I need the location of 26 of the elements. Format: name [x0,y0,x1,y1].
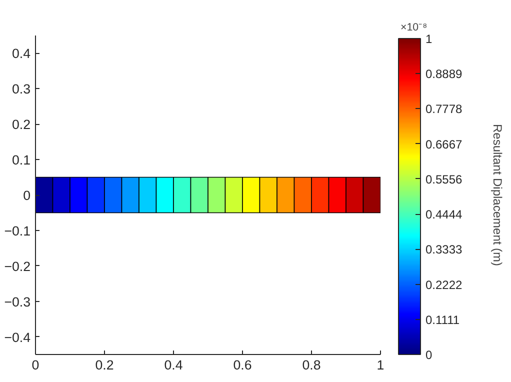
y-tick-label: 0.4 [12,46,32,62]
text: ×10⁻⁸ [400,22,428,34]
color-bar-label: 0.7778 [426,102,463,116]
color-bar-label: 0.8889 [426,67,463,82]
y-tick-label: −0.1 [4,223,30,238]
color-bar-label: 0.2222 [426,278,463,292]
color-bar-label: 0.3333 [426,242,463,257]
x-tick-label: 0.2 [95,358,114,372]
color-bar-label: 0.6667 [426,137,463,152]
color-bar-label: 0 [426,348,432,362]
color-bar-label: 1 [426,32,432,46]
color-bar-label: 0.4444 [426,208,463,222]
color-bar-label: 0.5556 [426,172,463,186]
x-tick-label: 0.4 [164,358,184,372]
y-tick-label: −0.3 [4,294,30,310]
y-tick-label: 0.3 [12,82,31,97]
color-bar-label: 0.1111 [426,312,460,327]
color-bar-title: Resultant Diplacement (m) [490,124,504,266]
y-tick-label: 0 [23,188,31,203]
x-tick-label: 1 [376,358,384,372]
x-tick-label: 0.8 [302,358,321,372]
y-tick-label: −0.4 [4,330,32,345]
x-tick-label: 0.6 [233,358,252,372]
y-tick-label: 0.1 [12,152,31,168]
y-tick-label: −0.2 [4,258,30,274]
y-tick-label: 0.2 [12,117,31,132]
